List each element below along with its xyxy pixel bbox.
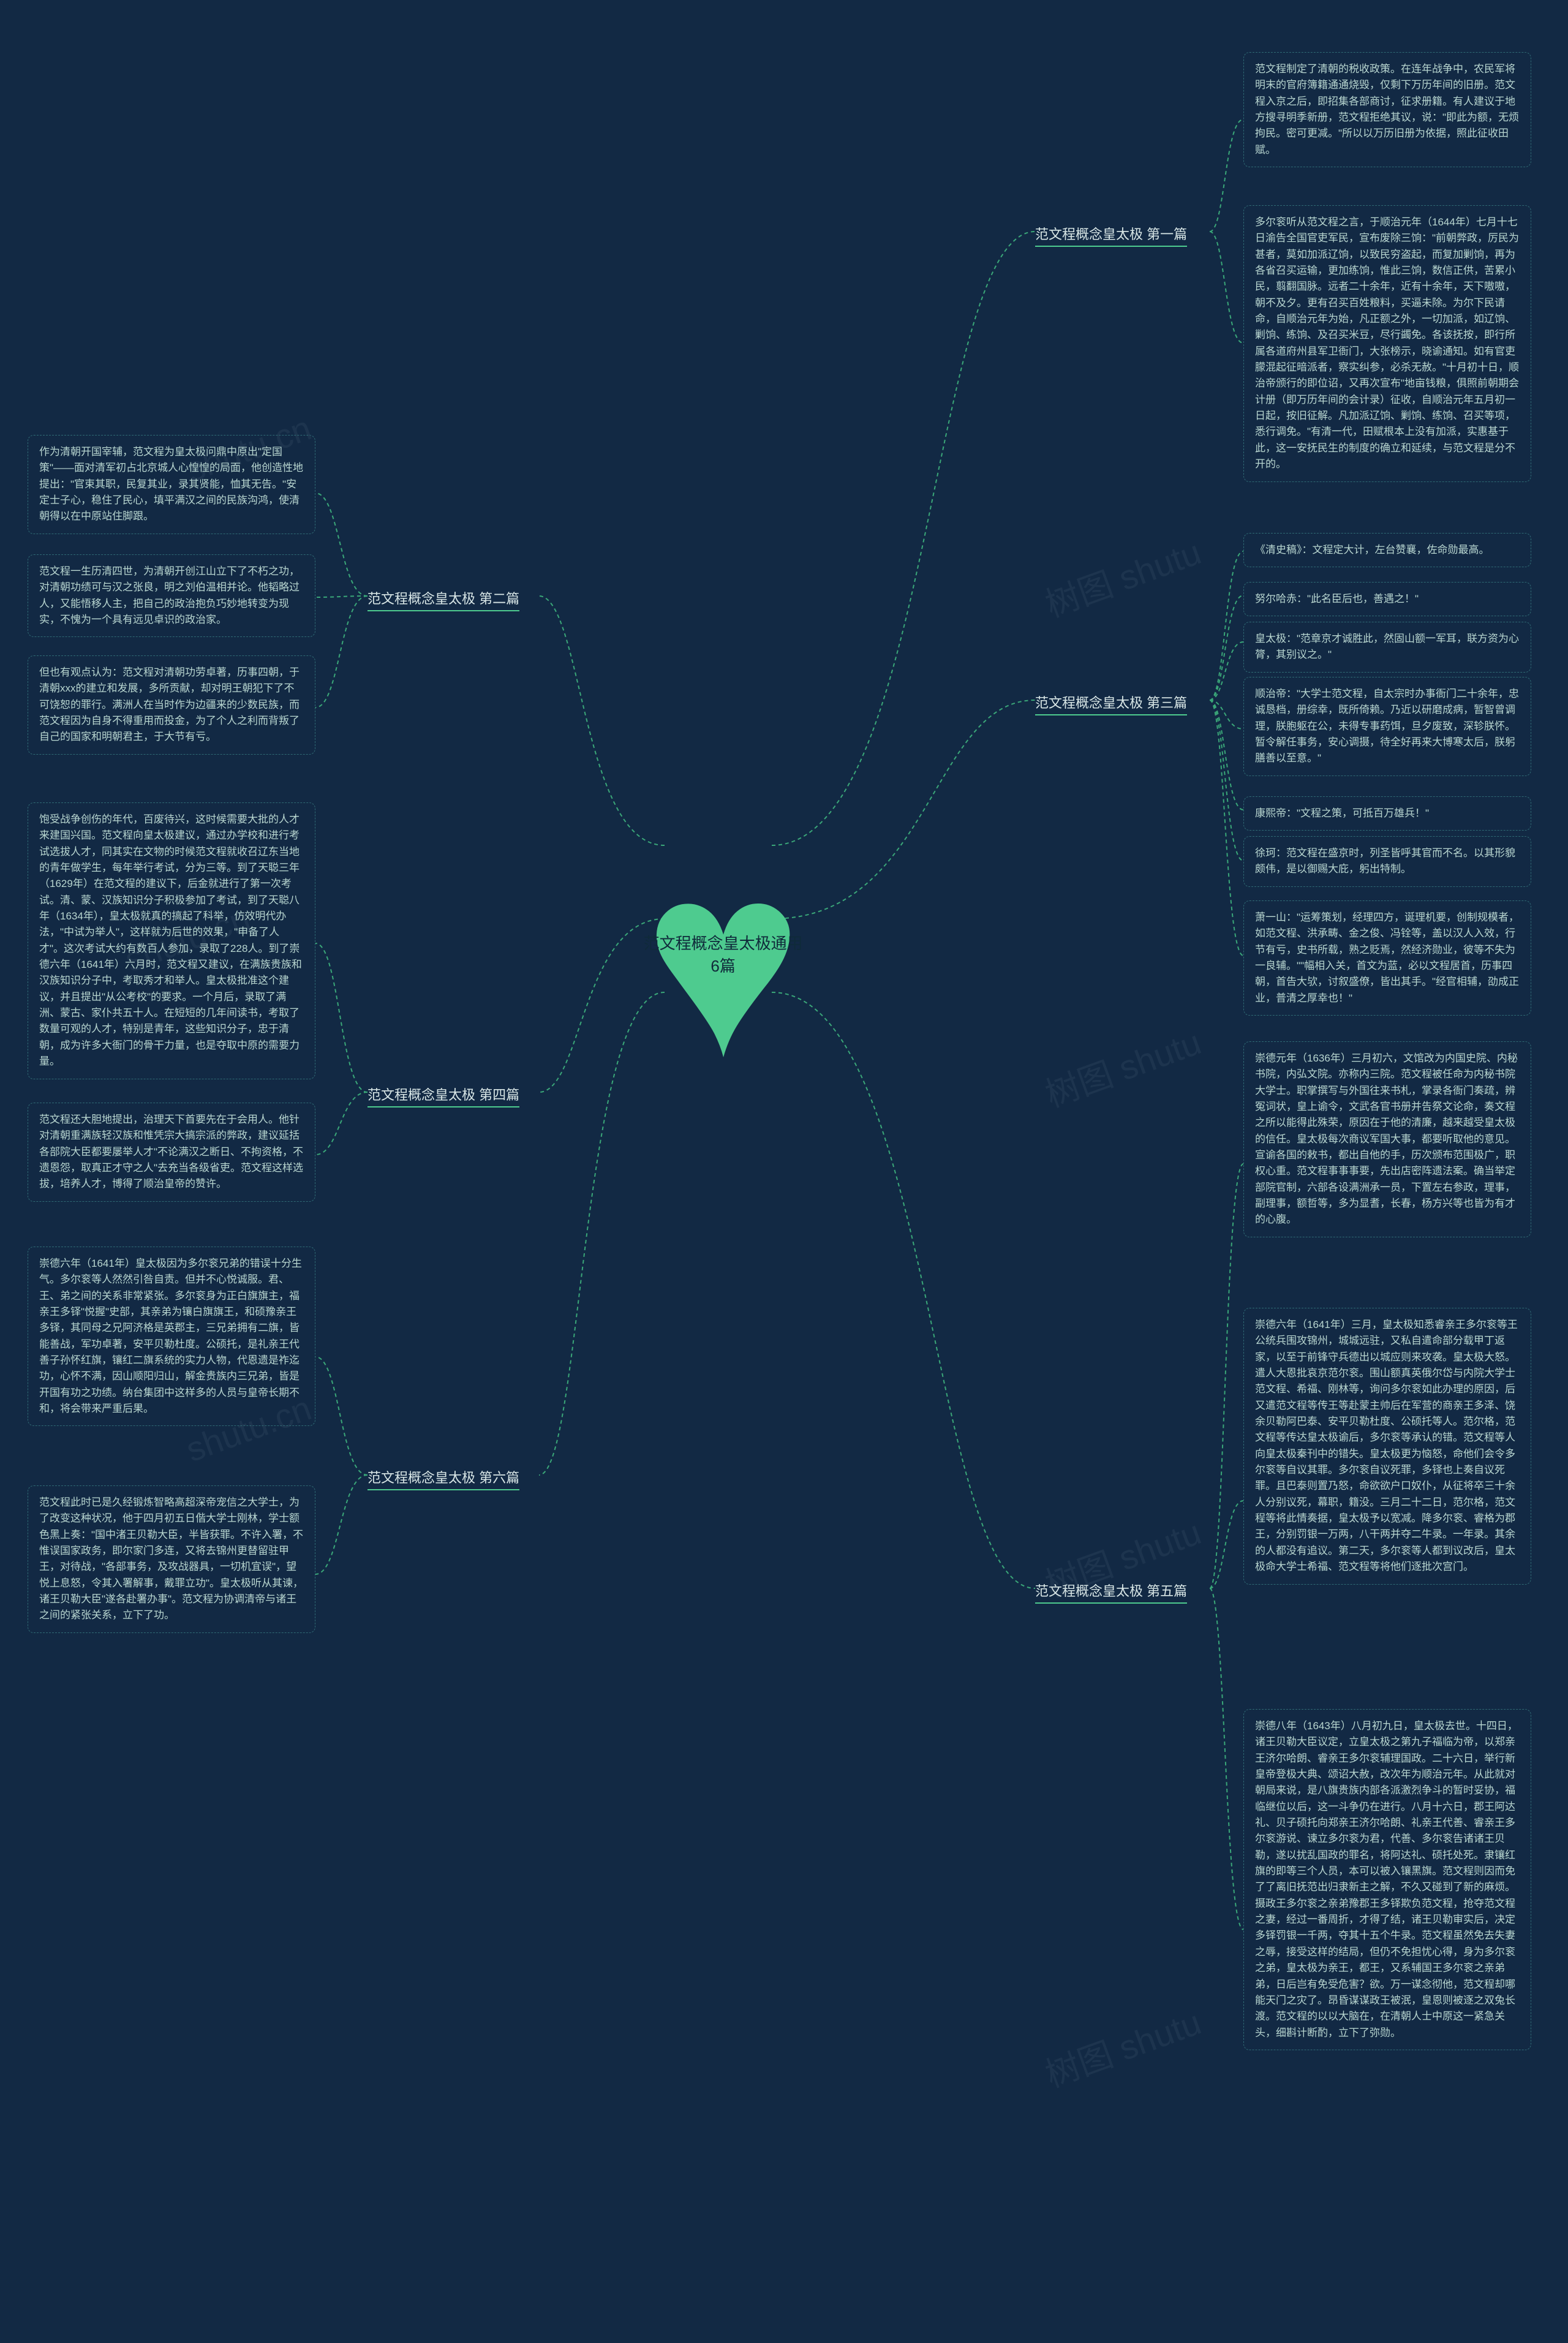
edge-path <box>1210 1501 1243 1588</box>
edge-path <box>1210 232 1243 343</box>
leaf-node: 范文程一生历清四世，为清朝开创江山立下了不朽之功，对清朝功绩可与汉之张良，明之刘… <box>28 554 315 637</box>
edge-path <box>1210 700 1243 861</box>
leaf-node: 范文程还大胆地提出，治理天下首要先在于会用人。他针对清朝重满族轻汉族和惟凭宗大搞… <box>28 1103 315 1202</box>
branch-node: 范文程概念皇太极 第二篇 <box>368 588 519 611</box>
edge-path <box>315 943 368 1092</box>
edge-path <box>1210 1164 1243 1588</box>
branch-label: 范文程概念皇太极 第二篇 <box>368 588 519 611</box>
branch-node: 范文程概念皇太极 第四篇 <box>368 1084 519 1107</box>
branch-label: 范文程概念皇太极 第四篇 <box>368 1084 519 1107</box>
leaf-node: 作为清朝开国宰辅，范文程为皇太极问鼎中原出"定国策"——面对清军初占北京城人心惶… <box>28 435 315 534</box>
center-node: ♥ 范文程概念皇太极通用6篇 <box>643 827 803 1096</box>
branch-node: 范文程概念皇太极 第六篇 <box>368 1467 519 1490</box>
leaf-node: 努尔哈赤："此名臣后也，善遇之！" <box>1243 582 1531 616</box>
leaf-node: 皇太极："范章京才诚胜此，然固山额一军耳，联方资为心膂，其别议之。" <box>1243 622 1531 673</box>
edge-path <box>315 596 368 707</box>
leaf-node: 崇德六年（1641年）皇太极因为多尔衮兄弟的错误十分生气。多尔衮等人然然引咎自责… <box>28 1247 315 1426</box>
leaf-node: 崇德元年（1636年）三月初六，文馆改为内国史院、内秘书院，内弘文院。亦称内三院… <box>1243 1041 1531 1237</box>
edge-path <box>1210 551 1243 700</box>
edge-path <box>1210 700 1243 956</box>
mindmap-canvas: ♥ 范文程概念皇太极通用6篇 范文程概念皇太极 第一篇范文程概念皇太极 第二篇范… <box>0 0 1568 2343</box>
leaf-node: 顺治帝："大学士范文程，自太宗时办事衙门二十余年，忠诚恳档，册综幸，既所倚赖。乃… <box>1243 677 1531 776</box>
leaf-node: 崇德八年（1643年）八月初九日，皇太极去世。十四日，诸王贝勒大臣议定，立皇太极… <box>1243 1709 1531 2050</box>
leaf-node: 范文程制定了清朝的税收政策。在连年战争中，农民军将明末的官府簿籍通通烧毁，仅剩下… <box>1243 52 1531 167</box>
edge-path <box>315 1092 368 1155</box>
edge-path <box>315 596 368 597</box>
edge-path <box>315 493 368 596</box>
branch-node: 范文程概念皇太极 第一篇 <box>1035 224 1187 247</box>
edge-path <box>539 596 665 845</box>
leaf-node: 饱受战争创伤的年代，百废待兴，这时候需要大批的人才来建国兴国。范文程向皇太极建议… <box>28 802 315 1079</box>
edge-path <box>315 1475 368 1574</box>
leaf-node: 《清史稿》：文程定大计，左台赞襄，佐命勋最高。 <box>1243 533 1531 567</box>
leaf-node: 崇德六年（1641年）三月，皇太极知悉睿亲王多尔衮等王公统兵围攻锦州，城城远驻，… <box>1243 1308 1531 1585</box>
edge-path <box>1210 595 1243 700</box>
center-label: 范文程概念皇太极通用6篇 <box>643 931 803 976</box>
leaf-node: 多尔衮听从范文程之言，于顺治元年（1644年）七月十七日渝告全国官吏军民，宣布废… <box>1243 205 1531 482</box>
edge-path <box>772 232 1035 845</box>
branch-label: 范文程概念皇太极 第三篇 <box>1035 692 1187 715</box>
leaf-node: 康熙帝："文程之策，可抵百万雄兵！" <box>1243 796 1531 831</box>
leaf-node: 但也有观点认为：范文程对清朝功劳卓著，历事四朝，于清朝xxx的建立和发展，多所贡… <box>28 655 315 755</box>
leaf-node: 徐珂：范文程在盛京时，列圣皆呼其官而不名。以其形貌颇伟，是以御赐大庇，躬出特制。 <box>1243 836 1531 887</box>
branch-node: 范文程概念皇太极 第三篇 <box>1035 692 1187 715</box>
edge-path <box>315 1357 368 1475</box>
leaf-node: 萧一山："运筹策划，经理四方，诞理机要，创制规模者，如范文程、洪承畴、金之俊、冯… <box>1243 900 1531 1016</box>
edge-path <box>772 992 1035 1588</box>
edge-path <box>1210 1588 1243 1930</box>
branch-node: 范文程概念皇太极 第五篇 <box>1035 1580 1187 1604</box>
edge-path <box>1210 119 1243 232</box>
branch-label: 范文程概念皇太极 第五篇 <box>1035 1580 1187 1604</box>
edge-path <box>1210 642 1243 700</box>
branch-label: 范文程概念皇太极 第六篇 <box>368 1467 519 1490</box>
edge-path <box>772 700 1035 919</box>
leaf-node: 范文程此时已是久经锻炼智略高超深帝宠信之大学士，为了改变这种状况，他于四月初五日… <box>28 1485 315 1633</box>
branch-label: 范文程概念皇太极 第一篇 <box>1035 224 1187 247</box>
